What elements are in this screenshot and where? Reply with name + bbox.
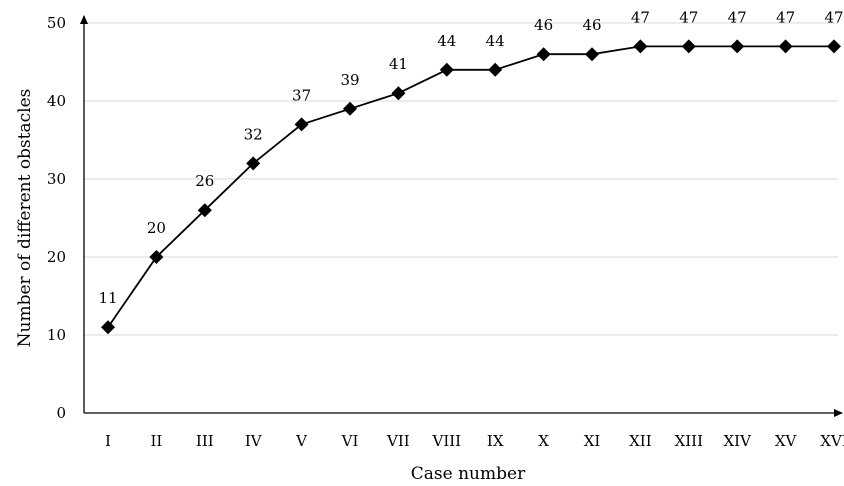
y-tick-labels: 0 10 20 30 40 50 xyxy=(47,14,66,422)
x-tick-label: IX xyxy=(487,432,504,450)
data-point-marker xyxy=(391,86,406,101)
x-tick-label: I xyxy=(105,432,111,450)
series-line xyxy=(107,45,834,328)
data-point-marker xyxy=(439,62,454,77)
y-tick-label: 40 xyxy=(47,92,66,110)
data-label: 47 xyxy=(631,8,650,26)
data-point-marker xyxy=(633,39,648,54)
x-tick-label: IV xyxy=(245,432,263,450)
x-tick-label: X xyxy=(538,432,549,450)
x-tick-label: XII xyxy=(629,432,652,450)
y-tick-label: 0 xyxy=(56,404,66,422)
data-label: 39 xyxy=(340,71,359,89)
x-tick-label: III xyxy=(196,432,214,450)
y-tick-label: 30 xyxy=(47,170,66,188)
data-point-marker xyxy=(827,39,841,54)
data-point-marker xyxy=(585,47,599,62)
x-tick-label: XV xyxy=(775,432,798,450)
data-label: 44 xyxy=(486,32,505,50)
data-point-marker xyxy=(536,47,551,62)
x-tick-label: XVI xyxy=(820,432,844,450)
data-point-marker xyxy=(730,39,745,54)
data-label: 44 xyxy=(437,32,456,50)
data-label: 46 xyxy=(534,16,553,34)
x-tick-label: VIII xyxy=(431,432,461,450)
data-point-marker xyxy=(197,203,212,218)
series xyxy=(101,39,841,335)
data-point-marker xyxy=(488,62,503,77)
x-tick-label: II xyxy=(150,432,162,450)
x-tick-label: VII xyxy=(386,432,410,450)
y-tick-label: 10 xyxy=(47,326,66,344)
data-point-marker xyxy=(294,117,309,132)
data-label: 41 xyxy=(389,55,408,73)
x-axis-title: Case number xyxy=(411,464,526,484)
data-label: 26 xyxy=(195,172,214,190)
data-label: 47 xyxy=(679,8,698,26)
x-tick-label: XIV xyxy=(723,432,752,450)
y-tick-label: 50 xyxy=(47,14,66,32)
data-point-marker xyxy=(681,39,696,54)
x-tick-label: VI xyxy=(341,432,359,450)
data-label: 32 xyxy=(244,125,263,143)
x-tick-label: XI xyxy=(584,432,601,450)
y-axis-title: Number of different obstacles xyxy=(15,89,35,348)
data-point-marker xyxy=(101,320,115,335)
data-point-marker xyxy=(778,39,793,54)
data-point-marker xyxy=(343,101,357,116)
data-label: 37 xyxy=(292,86,311,104)
data-label: 20 xyxy=(147,219,166,237)
data-point-marker xyxy=(149,250,164,264)
y-tick-label: 20 xyxy=(47,248,66,266)
data-label: 47 xyxy=(728,8,747,26)
data-label: 11 xyxy=(98,289,117,307)
x-tick-label: XIII xyxy=(675,432,704,450)
data-label: 47 xyxy=(824,8,843,26)
data-label: 46 xyxy=(582,16,601,34)
x-tick-labels: IIIIIIIVVVIVIIVIIIIXXXIXIIXIIIXIVXVXVI xyxy=(105,432,844,450)
axes xyxy=(80,15,843,417)
gridlines xyxy=(84,22,838,336)
data-label: 47 xyxy=(776,8,795,26)
x-tick-label: V xyxy=(295,432,308,450)
data-point-marker xyxy=(246,156,261,171)
data-labels: 11 20 26 32 37 39 41 44 44 46 46 47 47 47 47 47 xyxy=(98,8,843,307)
